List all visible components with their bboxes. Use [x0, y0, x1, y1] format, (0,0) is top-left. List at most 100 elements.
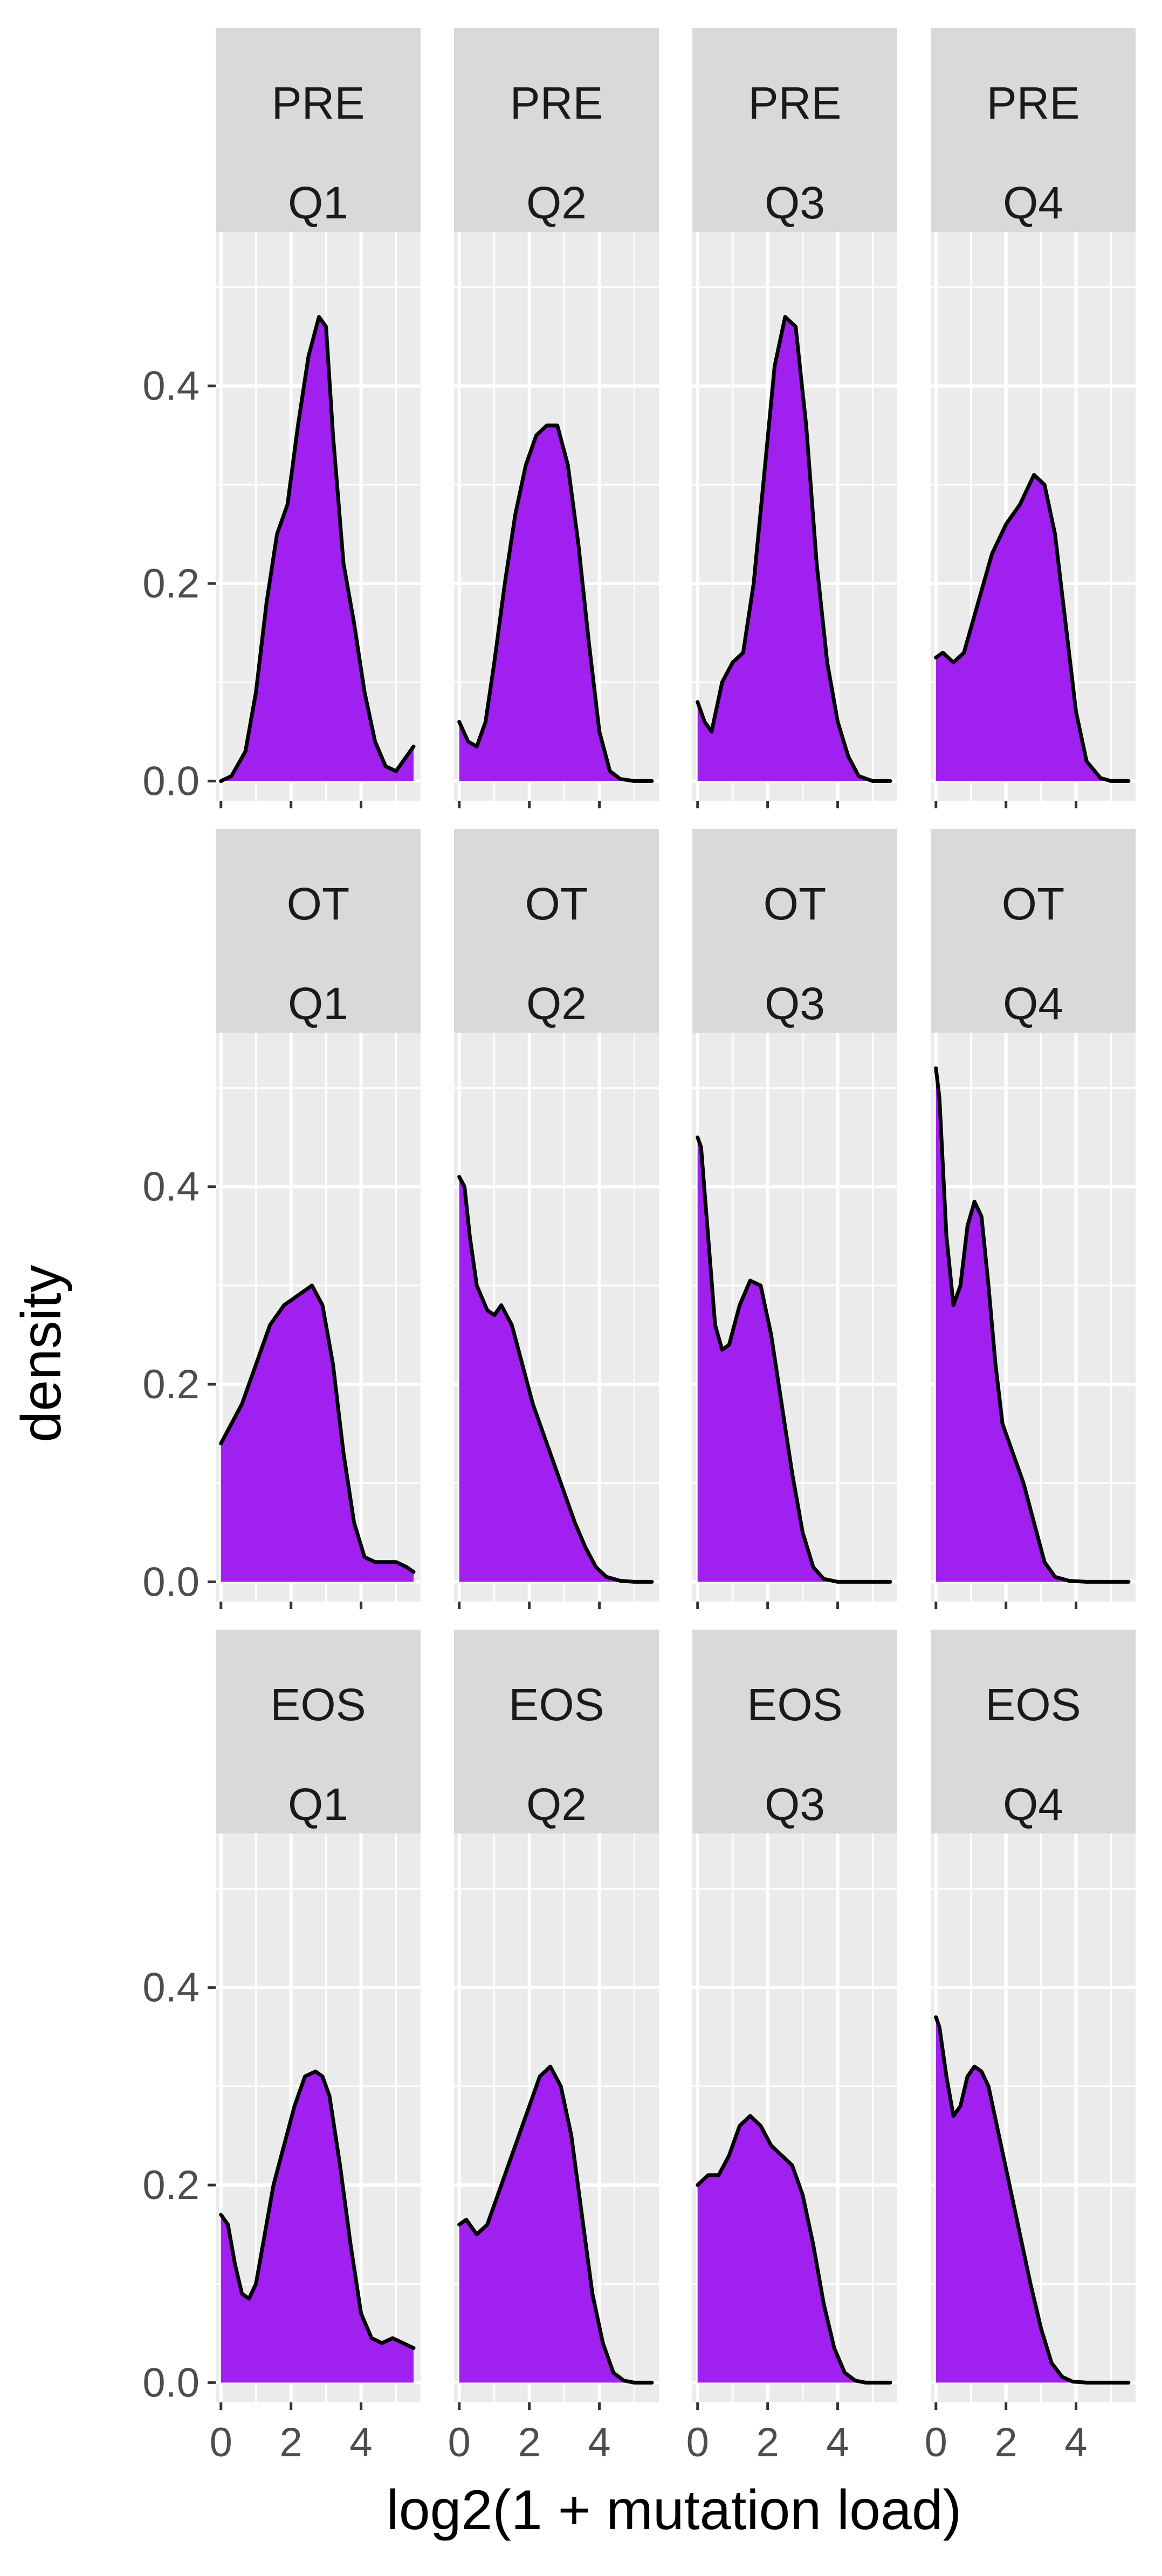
strip-label-row: PRE: [510, 78, 603, 128]
density-area: [221, 2071, 414, 2383]
x-tick-label: 4: [588, 2420, 610, 2465]
facet-panel-pre-q1: PRE Q1: [216, 28, 421, 801]
density-area: [697, 317, 890, 781]
y-tick-label: 0.4: [142, 1164, 200, 1210]
facet-panel-ot-q1: OT Q1: [216, 829, 421, 1602]
facet-panel-pre-q2: PRE Q2: [454, 28, 659, 801]
panels-layer: PRE Q1 PRE Q2 PRE Q3 PRE Q4 OT Q1 OT Q2 OT Q3 OT Q4 EOS Q…: [216, 28, 1136, 2402]
strip-label-col: Q3: [765, 1779, 825, 1830]
density-line: [934, 1066, 1131, 1584]
x-tick-label: 2: [995, 2420, 1017, 2465]
x-tick-label: 0: [925, 2420, 947, 2465]
y-tick-label: 0.2: [142, 2162, 200, 2208]
density-line: [219, 1283, 416, 1574]
y-tick-label: 0.4: [142, 363, 200, 409]
facet-panel-eos-q1: EOS Q1: [216, 1630, 421, 2402]
strip-label-col: Q2: [526, 1779, 587, 1830]
facet-panel-eos-q2: EOS Q2: [454, 1630, 659, 2402]
x-tick-label: 0: [210, 2420, 232, 2465]
strip-label-row: PRE: [748, 78, 842, 128]
density-line: [696, 1135, 892, 1584]
y-tick-label: 0.4: [142, 1965, 200, 2011]
density-area: [459, 1177, 652, 1582]
facet-strip: [692, 1630, 897, 1833]
density-line: [934, 473, 1131, 783]
facet-panel-ot-q4: OT Q4: [931, 829, 1136, 1602]
strip-label-row: OT: [287, 878, 350, 929]
strip-label-col: Q3: [765, 177, 825, 228]
x-tick-label: 0: [448, 2420, 471, 2465]
facet-strip: [216, 829, 421, 1033]
facet-panel-eos-q3: EOS Q3: [692, 1630, 897, 2402]
facet-strip: [931, 1630, 1136, 1833]
density-line: [934, 2015, 1131, 2385]
density-area: [221, 1285, 414, 1582]
strip-label-row: EOS: [747, 1679, 842, 1730]
facet-strip: [454, 1630, 659, 1833]
density-line: [457, 1174, 654, 1584]
facet-strip: [454, 28, 659, 232]
strip-label-row: PRE: [272, 78, 365, 128]
density-area: [697, 1137, 890, 1582]
facet-strip: [692, 28, 897, 232]
y-tick-label: 0.0: [142, 1559, 200, 1605]
x-tick-label: 2: [518, 2420, 541, 2465]
strip-label-row: OT: [1002, 878, 1065, 929]
strip-label-col: Q4: [1003, 978, 1063, 1029]
x-axis-title: log2(1 + mutation load): [387, 2479, 962, 2541]
y-axis-row-pre: 0.0 0.2 0.4: [142, 363, 216, 804]
density-area: [936, 2017, 1129, 2383]
facet-strip: [216, 28, 421, 232]
x-tick-label: 4: [1064, 2420, 1087, 2465]
x-tick-label: 2: [280, 2420, 302, 2465]
facet-panel-pre-q3: PRE Q3: [692, 28, 897, 801]
density-area: [936, 1068, 1129, 1582]
x-tick-label: 2: [757, 2420, 779, 2465]
strip-label-row: EOS: [508, 1679, 604, 1730]
x-axis: 0 2 4 0 2 4 0 2 4 0 2 4: [210, 801, 1088, 2465]
density-line: [696, 315, 892, 783]
y-tick-label: 0.0: [142, 758, 200, 804]
facet-strip: [216, 1630, 421, 1833]
strip-label-row: PRE: [987, 78, 1080, 128]
density-area: [697, 2115, 890, 2383]
strip-label-row: OT: [764, 878, 827, 929]
density-area: [459, 2066, 652, 2383]
strip-label-col: Q1: [288, 978, 348, 1029]
strip-label-col: Q2: [526, 978, 587, 1029]
x-tick-label: 0: [686, 2420, 709, 2465]
density-area: [221, 317, 414, 781]
y-tick-label: 0.2: [142, 561, 200, 607]
density-line: [457, 423, 654, 783]
strip-label-col: Q4: [1003, 177, 1063, 228]
density-line: [219, 2069, 416, 2350]
facet-panel-ot-q3: OT Q3: [692, 829, 897, 1602]
strip-label-col: Q2: [526, 177, 587, 228]
facet-panel-ot-q2: OT Q2: [454, 829, 659, 1602]
strip-label-col: Q1: [288, 177, 348, 228]
facet-strip: [931, 829, 1136, 1033]
y-axis-title: density: [10, 1265, 73, 1442]
strip-label-col: Q4: [1003, 1779, 1063, 1830]
y-axis-row-ot: 0.0 0.2 0.4: [142, 1164, 216, 1605]
x-tick-label: 4: [826, 2420, 849, 2465]
density-line: [219, 315, 416, 783]
y-axis-row-eos: 0.0 0.2 0.4: [142, 1965, 216, 2406]
strip-label-col: Q3: [765, 978, 825, 1029]
y-axis: 0.0 0.2 0.4 0.0 0.2 0.4 0.0 0.2 0.4: [142, 363, 216, 2406]
facet-strip: [931, 28, 1136, 232]
density-line: [696, 2114, 892, 2385]
strip-label-row: EOS: [270, 1679, 366, 1730]
density-area: [459, 425, 652, 781]
x-tick-label: 4: [349, 2420, 372, 2465]
density-line: [457, 2064, 654, 2385]
facet-panel-eos-q4: EOS Q4: [931, 1630, 1136, 2402]
density-area: [936, 475, 1129, 781]
strip-label-col: Q1: [288, 1779, 348, 1830]
strip-label-row: OT: [525, 878, 588, 929]
facet-strip: [454, 829, 659, 1033]
y-tick-label: 0.0: [142, 2360, 200, 2406]
facet-panel-pre-q4: PRE Q4: [931, 28, 1136, 801]
y-tick-label: 0.2: [142, 1362, 200, 1407]
